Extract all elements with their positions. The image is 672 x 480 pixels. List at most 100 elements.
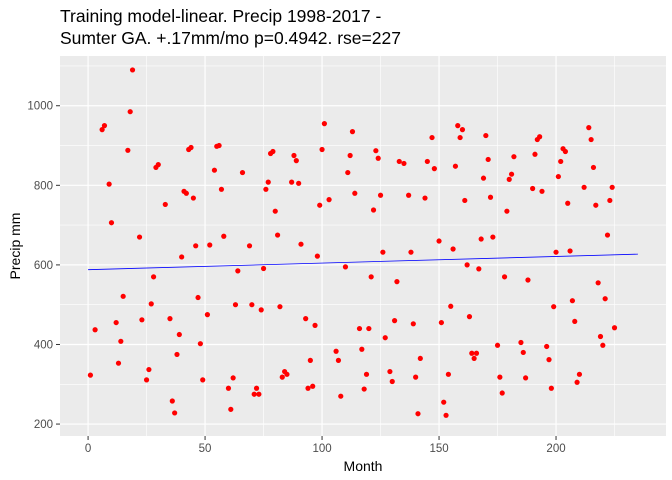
data-point [204,312,211,318]
data-points [87,67,618,418]
data-point [455,123,461,129]
data-point [551,304,557,310]
x-axis-ticks: 0 50 100 150 200 [85,436,566,455]
data-point [172,410,178,416]
data-point [115,360,122,366]
data-point [438,319,444,326]
data-point [356,325,363,332]
data-point [347,152,353,159]
data-point [298,241,304,247]
data-point [366,325,372,332]
data-point [518,339,524,346]
data-point [333,348,339,354]
data-point [373,148,379,154]
data-point [174,351,180,358]
data-point [473,350,480,356]
data-point [504,208,510,214]
data-point [293,158,299,164]
data-point [197,341,203,347]
data-point [190,195,196,201]
data-point [146,366,152,373]
data-point [445,371,452,377]
data-point [265,179,271,185]
data-point [239,169,246,176]
data-point [305,385,311,391]
plot-panel [60,56,666,436]
data-point [525,277,531,283]
data-point [394,279,400,285]
data-point [464,262,470,268]
data-point [586,125,592,131]
data-point [532,151,538,157]
data-point [207,242,213,248]
data-point [291,152,297,159]
data-point [459,127,466,133]
data-point [256,391,262,397]
data-point [314,253,320,259]
data-point [569,298,576,304]
x-tick-label: 0 [85,443,91,455]
data-point [480,175,487,181]
data-point [567,248,573,254]
data-point [609,184,615,190]
data-point [342,264,349,270]
data-point [574,379,580,385]
data-point [218,186,225,192]
data-point [228,406,234,412]
data-point [118,338,124,344]
chart-title-line-1: Training model-linear. Precip 1998-2017 … [60,6,382,26]
trend-line-group [88,253,638,271]
data-point [476,266,482,272]
data-point [572,318,578,325]
data-point [466,314,473,320]
data-point [415,411,421,417]
data-point [221,233,227,239]
data-point [530,185,536,192]
data-point [120,293,126,299]
data-point [289,179,295,185]
data-point [490,234,496,240]
y-tick-label: 600 [34,260,53,272]
data-point [422,195,428,201]
data-point [539,188,545,194]
data-point [483,132,489,139]
data-point [335,357,342,363]
data-point [595,280,601,286]
data-point [382,335,388,341]
data-point [408,249,414,255]
data-point [296,180,302,186]
data-point [246,243,253,249]
data-point [441,399,447,405]
data-point [258,307,264,313]
data-point [179,254,185,260]
y-tick-label: 400 [34,339,53,351]
data-point [139,317,145,323]
data-point [99,127,105,133]
data-point [326,197,332,203]
data-point [225,385,232,391]
data-point [508,171,515,177]
data-point [406,192,412,198]
grid-lines [60,56,666,436]
data-point [232,302,239,308]
data-point [387,368,393,375]
data-point [436,238,442,244]
data-point [375,155,381,161]
data-point [511,154,517,160]
data-point [501,274,508,280]
data-point [216,142,222,149]
x-axis-label: Month [344,458,383,474]
data-point [136,234,143,240]
data-point [363,371,370,377]
data-point [284,371,290,377]
data-point [424,158,430,165]
data-point [92,327,98,333]
data-point [359,346,365,352]
data-point [101,123,108,129]
data-point [274,232,281,238]
data-point [499,390,505,396]
data-point [396,158,402,165]
data-point [155,162,161,168]
data-point [319,146,325,153]
